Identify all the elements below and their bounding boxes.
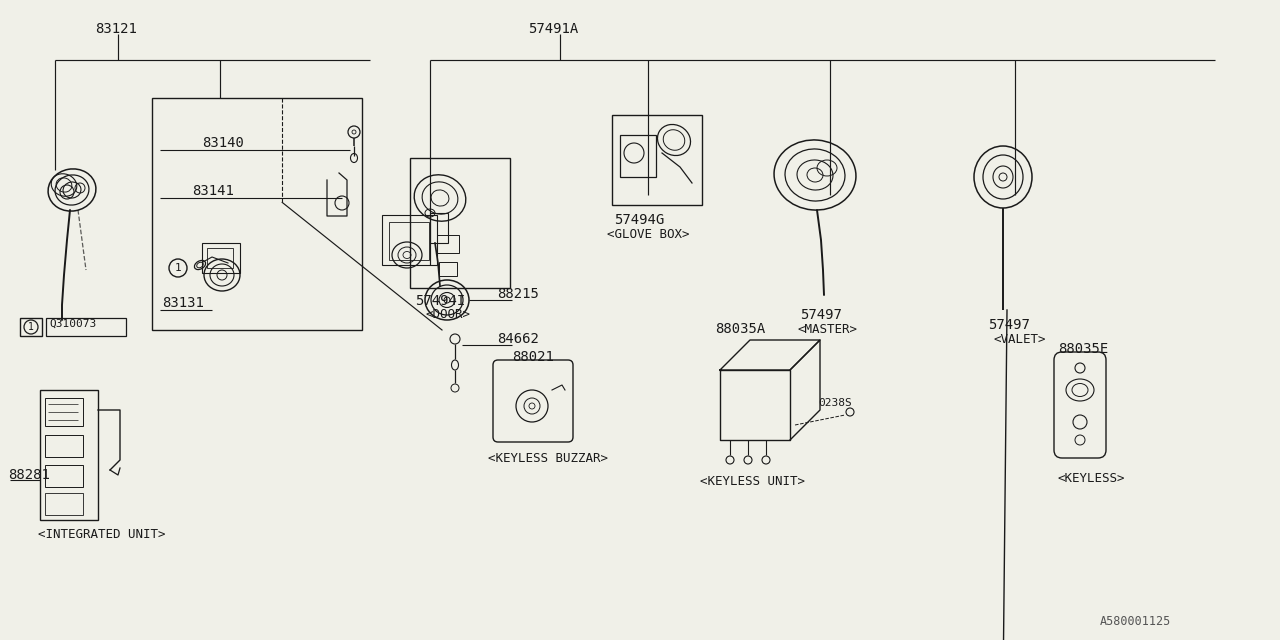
Bar <box>45 465 83 487</box>
Bar <box>152 98 362 330</box>
Bar <box>612 115 701 205</box>
Text: 57494G: 57494G <box>614 213 664 227</box>
Bar <box>202 243 241 273</box>
Text: 88035A: 88035A <box>716 322 765 336</box>
Bar <box>40 390 99 520</box>
Text: <MASTER>: <MASTER> <box>797 323 858 336</box>
Text: <KEYLESS BUZZAR>: <KEYLESS BUZZAR> <box>488 452 608 465</box>
Text: <DOOR>: <DOOR> <box>425 308 470 321</box>
Bar <box>620 135 657 177</box>
Text: 1: 1 <box>174 263 182 273</box>
Text: 83140: 83140 <box>202 136 244 150</box>
Text: 88215: 88215 <box>497 287 539 301</box>
Text: A580001125: A580001125 <box>1100 615 1171 628</box>
Text: 88281: 88281 <box>8 468 50 482</box>
Text: 57494I: 57494I <box>415 294 465 308</box>
Text: <GLOVE BOX>: <GLOVE BOX> <box>607 228 690 241</box>
Bar <box>439 262 457 276</box>
Bar <box>45 435 83 457</box>
Bar <box>20 318 42 336</box>
Text: <INTEGRATED UNIT>: <INTEGRATED UNIT> <box>38 528 165 541</box>
Bar <box>45 493 83 515</box>
Text: 1: 1 <box>28 322 35 332</box>
Bar <box>381 215 436 265</box>
Bar <box>389 222 429 260</box>
Text: 88035E: 88035E <box>1059 342 1108 356</box>
Bar <box>436 235 460 253</box>
Text: 83141: 83141 <box>192 184 234 198</box>
Bar <box>430 213 448 243</box>
Text: <KEYLESS>: <KEYLESS> <box>1059 472 1125 485</box>
Text: 0238S: 0238S <box>818 398 851 408</box>
Text: <KEYLESS UNIT>: <KEYLESS UNIT> <box>700 475 805 488</box>
Bar <box>45 398 83 426</box>
Text: 57491A: 57491A <box>529 22 579 36</box>
Bar <box>410 158 509 288</box>
Text: 83121: 83121 <box>95 22 137 36</box>
Text: 83131: 83131 <box>163 296 204 310</box>
Bar <box>207 248 233 268</box>
Bar <box>46 318 125 336</box>
Text: 88021: 88021 <box>512 350 554 364</box>
Text: 57497: 57497 <box>988 318 1030 332</box>
Text: 57497: 57497 <box>800 308 842 322</box>
Text: 84662: 84662 <box>497 332 539 346</box>
Text: Q310073: Q310073 <box>49 319 96 329</box>
Text: <VALET>: <VALET> <box>993 333 1046 346</box>
